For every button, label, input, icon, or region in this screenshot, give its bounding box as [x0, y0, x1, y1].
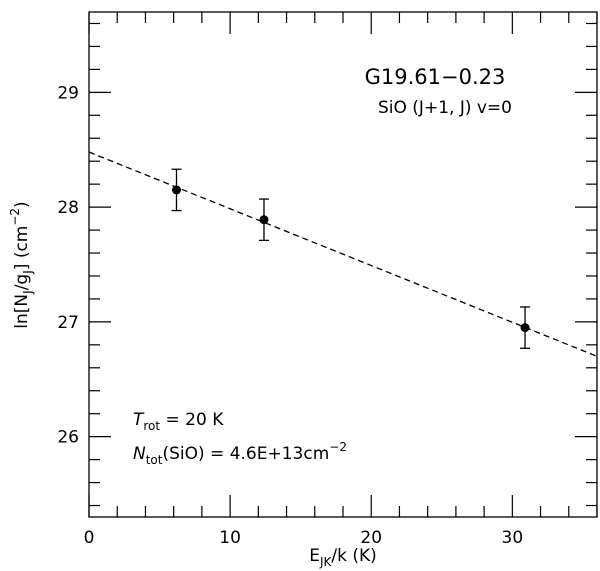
annotation-trot: Trot = 20 K [133, 410, 224, 433]
x-tick-label: 0 [84, 528, 95, 548]
chart-title: G19.61−0.23 [365, 65, 506, 89]
tick-labels: 0 10 20 30 26 27 28 29 [57, 83, 523, 548]
y-tick-label: 26 [57, 428, 79, 448]
data-points [171, 168, 531, 349]
y-tick-label: 27 [57, 313, 79, 333]
annotation-ntot: Ntot(SiO) = 4.6E+13cm−2 [133, 440, 347, 467]
data-point [171, 185, 181, 195]
chart-subtitle: SiO (J+1, J) v=0 [378, 98, 512, 118]
x-axis-label: EJK/k (K) [309, 546, 377, 569]
data-point-group [171, 168, 182, 212]
data-point [520, 323, 530, 333]
axis-ticks [88, 12, 598, 517]
data-point-group [520, 306, 531, 349]
data-point [259, 215, 269, 225]
y-tick-label: 29 [57, 83, 79, 103]
x-tick-label: 30 [502, 528, 524, 548]
y-axis-label: ln[NJ/gJ] (cm−2) [8, 201, 35, 328]
x-tick-label: 10 [219, 528, 241, 548]
data-point-group [258, 198, 269, 242]
y-tick-label: 28 [57, 198, 79, 218]
x-tick-label: 20 [360, 528, 382, 548]
fit-line [88, 151, 598, 357]
